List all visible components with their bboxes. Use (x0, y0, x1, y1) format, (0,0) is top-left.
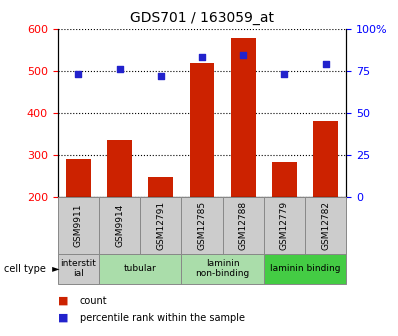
Text: GSM9914: GSM9914 (115, 203, 124, 247)
Bar (58, 197, 99, 254)
Bar (66, 159, 91, 197)
Title: GDS701 / 163059_at: GDS701 / 163059_at (130, 11, 274, 25)
Point (281, 71, 288, 77)
Text: laminin
non-binding: laminin non-binding (195, 259, 250, 279)
Text: ■: ■ (58, 296, 68, 306)
Point (116, 66, 123, 72)
Bar (148, 177, 173, 197)
Bar (272, 162, 297, 197)
Text: GSM12782: GSM12782 (321, 201, 330, 250)
Bar (305, 197, 346, 254)
Point (322, 61, 329, 67)
Bar (222, 197, 264, 254)
Text: percentile rank within the sample: percentile rank within the sample (80, 312, 245, 323)
Bar (264, 197, 305, 254)
Text: GSM12779: GSM12779 (280, 201, 289, 250)
Text: GSM12785: GSM12785 (197, 201, 207, 250)
Text: ■: ■ (58, 312, 68, 323)
Bar (231, 38, 256, 197)
Text: cell type  ►: cell type ► (4, 264, 60, 274)
Point (158, 73, 164, 78)
Point (240, 53, 246, 58)
Text: GSM12791: GSM12791 (156, 201, 165, 250)
Text: tubular: tubular (124, 264, 156, 273)
Bar (58, 254, 99, 284)
Text: interstit
ial: interstit ial (60, 259, 96, 279)
Text: GSM9911: GSM9911 (74, 203, 83, 247)
Bar (140, 197, 181, 254)
Bar (189, 64, 215, 197)
Point (199, 54, 205, 60)
Bar (181, 254, 264, 284)
Bar (107, 140, 132, 197)
Bar (181, 197, 222, 254)
Bar (313, 121, 338, 197)
Bar (264, 254, 346, 284)
Bar (99, 254, 181, 284)
Point (75, 71, 82, 77)
Bar (99, 197, 140, 254)
Text: GSM12788: GSM12788 (239, 201, 248, 250)
Text: laminin binding: laminin binding (270, 264, 340, 273)
Text: count: count (80, 296, 107, 306)
